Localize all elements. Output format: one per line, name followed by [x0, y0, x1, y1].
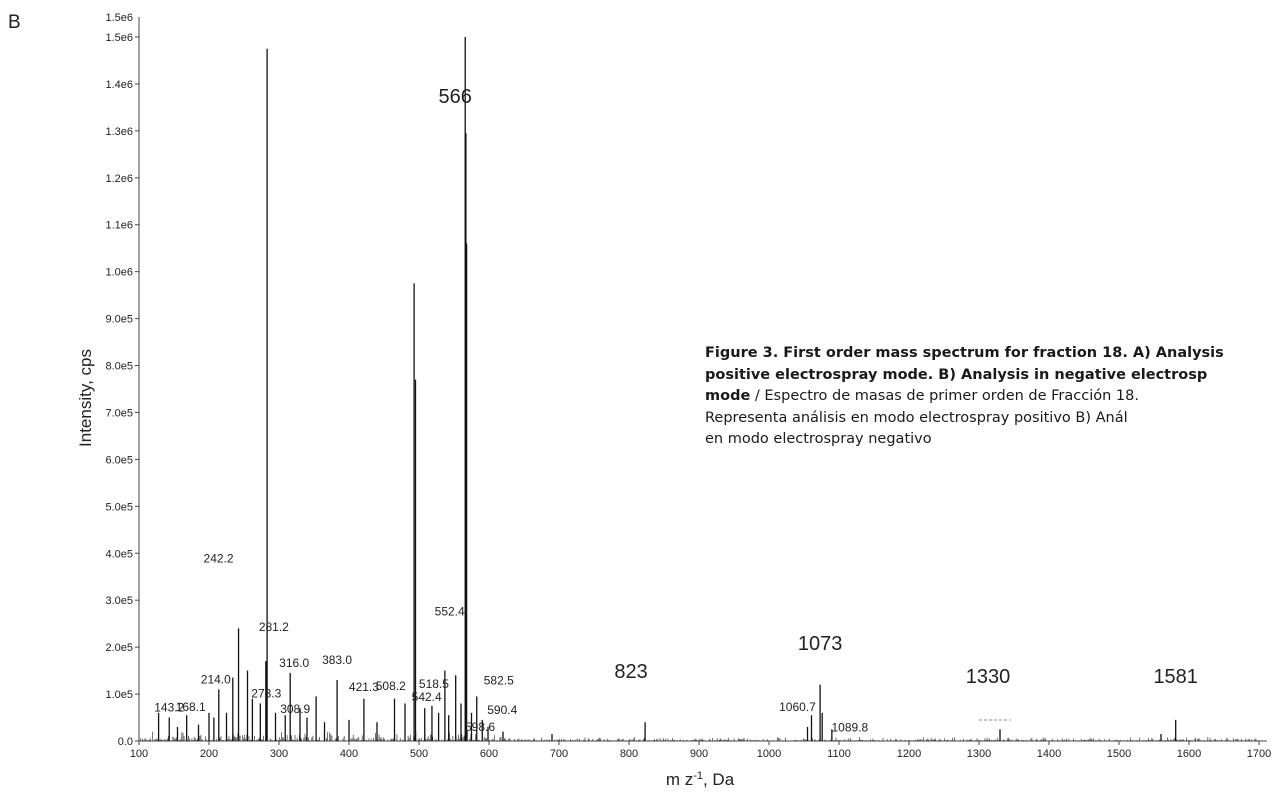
- y-tick-label: 1.1e6: [105, 220, 133, 232]
- axes: 0.0 1.0e5 2.0e5 3.0e5 4.0e5 5.0e5 6.0e5 7.0e5 8.…: [105, 12, 1271, 760]
- x-tick-label: 800: [620, 748, 638, 760]
- x-tick-label: 300: [270, 748, 288, 760]
- peak-annotation: 1330: [966, 666, 1011, 688]
- y-tick-label: 0.0: [118, 736, 133, 748]
- x-tick-label: 1500: [1107, 748, 1131, 760]
- caption-line-3-bold: mode: [705, 388, 751, 404]
- x-tick-label: 100: [130, 748, 148, 760]
- x-axis-label: m z-1, Da: [666, 770, 735, 789]
- peak-label: 281.2: [259, 620, 289, 634]
- peak-annotation: 823: [614, 661, 647, 683]
- peak-label: 214.0: [201, 672, 231, 686]
- y-tick-label: 7.0e5: [105, 407, 133, 419]
- y-tick-label: 1.0e6: [105, 267, 133, 279]
- peak-annotations: 566 823 1073 1330 1581: [439, 86, 1198, 721]
- y-tick-label: 4.0e5: [105, 548, 133, 560]
- x-tick-label: 900: [690, 748, 708, 760]
- y-axis-label: Intensity, cps: [76, 349, 95, 447]
- y-tick-label: 5.0e5: [105, 501, 133, 513]
- y-tick-label: 2.0e5: [105, 642, 133, 654]
- x-tick-label: 200: [200, 748, 218, 760]
- peak-label: 1060.7: [779, 700, 816, 714]
- peak-label: 542.4: [412, 690, 442, 704]
- y-tick-label: 3.0e5: [105, 595, 133, 607]
- y-tick-label: 8.0e5: [105, 361, 133, 373]
- x-tick-label: 1200: [897, 748, 921, 760]
- peak-label: 383.0: [322, 653, 352, 667]
- x-tick-label: 600: [480, 748, 498, 760]
- y-tick-label: 1.5e6: [105, 32, 133, 44]
- peak-annotation: 1073: [798, 633, 843, 655]
- peak-label: 242.2: [204, 551, 234, 565]
- x-tick-label: 700: [550, 748, 568, 760]
- peak-label: 143.2: [154, 701, 184, 715]
- x-tick-label: 1600: [1177, 748, 1201, 760]
- y-tick-label: 9.0e5: [105, 314, 133, 326]
- x-tick-label: 500: [410, 748, 428, 760]
- caption-line-5: en modo electrospray negativo: [705, 431, 932, 447]
- baseline-noise: [140, 731, 1259, 741]
- y-tick-label: 1.4e6: [105, 79, 133, 91]
- peak-label: 508.2: [376, 679, 406, 693]
- peak-label: 273.3: [251, 686, 281, 700]
- y-tick-label: 6.0e5: [105, 454, 133, 466]
- y-tick-label: 1.3e6: [105, 126, 133, 138]
- peak-label: 590.4: [487, 703, 517, 717]
- peak-label: 308.9: [280, 702, 310, 716]
- peak-label: 518.5: [419, 677, 449, 691]
- caption-line-4: Representa análisis en modo electrospray…: [705, 409, 1128, 426]
- caption-line-1: Figure 3. First order mass spectrum for …: [705, 345, 1224, 361]
- y-axis-top-label: 1.5e6: [105, 12, 133, 24]
- figure-caption: Figure 3. First order mass spectrum for …: [705, 343, 1274, 463]
- peak-label: 421.3: [349, 680, 379, 694]
- peak-label: 552.4: [435, 604, 465, 618]
- peak-label: 582.5: [484, 673, 514, 687]
- x-tick-label: 1100: [827, 748, 851, 760]
- peak-label: 316.0: [279, 656, 309, 670]
- peak-label: 168.1: [176, 700, 206, 714]
- caption-line-2: positive electrospray mode. B) Analysis …: [705, 366, 1208, 383]
- caption-line-3-rest: / Espectro de masas de primer orden de F…: [750, 388, 1139, 404]
- x-tick-label: 1400: [1037, 748, 1061, 760]
- peak-annotation: 1581: [1153, 666, 1198, 688]
- peak-annotation: 566: [439, 86, 472, 108]
- peak-label: 598.6: [465, 720, 495, 734]
- x-tick-label: 1300: [967, 748, 991, 760]
- panel-letter: B: [8, 12, 21, 33]
- x-tick-label: 1000: [757, 748, 781, 760]
- x-tick-label: 1700: [1247, 748, 1271, 760]
- peak-label: 1089.8: [832, 720, 869, 734]
- x-tick-label: 400: [340, 748, 358, 760]
- y-tick-label: 1.0e5: [105, 689, 133, 701]
- peak-series: [157, 37, 1177, 741]
- y-tick-label: 1.2e6: [105, 173, 133, 185]
